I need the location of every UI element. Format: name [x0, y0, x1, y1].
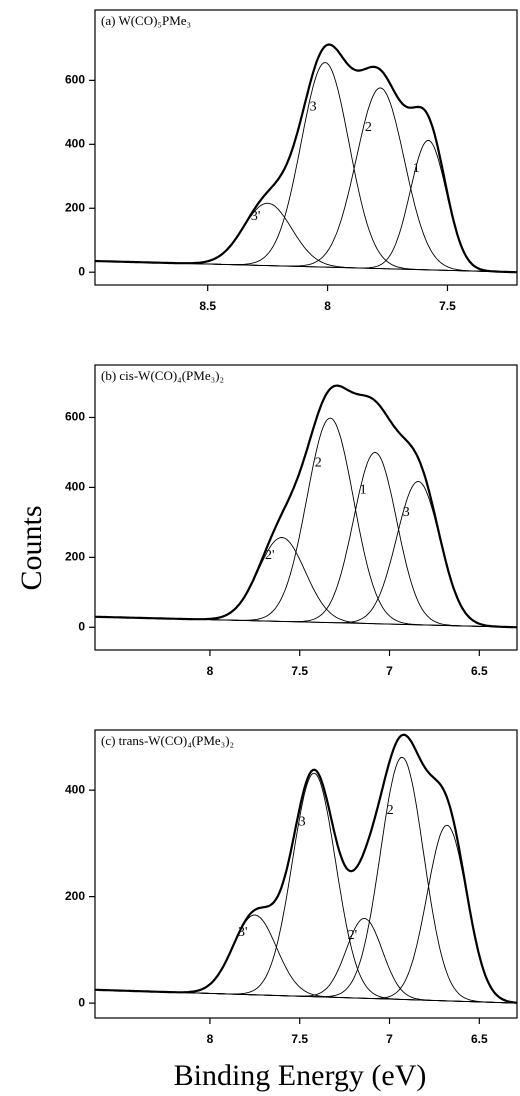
fit-envelope — [95, 733, 517, 1004]
y-tick-label: 200 — [65, 550, 85, 564]
peak-label: 2' — [265, 548, 275, 563]
y-tick-label: 600 — [65, 410, 85, 424]
fit-component — [95, 914, 517, 1004]
fit-component — [95, 537, 517, 628]
y-tick-label: 200 — [65, 889, 85, 903]
panel-title: (b) cis-W(CO)₄(PMe₃)₂ — [101, 368, 224, 383]
plot-frame — [94, 729, 518, 1019]
peak-label: 2' — [348, 928, 358, 943]
panel-title: (a) W(CO)₅PMe₃ — [101, 13, 191, 28]
x-tick-label: 8 — [207, 1032, 214, 1046]
x-tick-label: 8.5 — [199, 299, 216, 313]
panel: (a) W(CO)₅PMe₃ 0 200 400 600 8.5 8 7.5 3' 3 2 1 — [65, 9, 518, 313]
plot-frame — [94, 364, 518, 651]
peak-label: 3' — [238, 925, 248, 940]
peak-label: 2 — [315, 455, 322, 470]
x-tick-label: 6.5 — [471, 1032, 488, 1046]
x-axis-label: Binding Energy (eV) — [174, 1059, 427, 1092]
y-tick-label: 400 — [65, 136, 85, 150]
panel: (c) trans-W(CO)₄(PMe₃)₂ 0 200 400 8 7.5 7 6.5 3'… — [65, 729, 518, 1046]
peak-label: 3 — [310, 100, 317, 115]
x-tick-label: 6.5 — [471, 664, 488, 678]
x-tick-label: 7 — [386, 1032, 393, 1046]
x-tick-label: 7.5 — [291, 1032, 308, 1046]
fit-component — [95, 772, 517, 1004]
peak-label: 1 — [413, 161, 420, 176]
y-tick-label: 600 — [65, 73, 85, 87]
panel: (b) cis-W(CO)₄(PMe₃)₂ 0 200 400 600 8 7.5 7 6.5 2… — [65, 364, 518, 678]
peak-label: 3 — [403, 505, 410, 520]
y-tick-label: 0 — [78, 995, 85, 1009]
panel-title: (c) trans-W(CO)₄(PMe₃)₂ — [101, 733, 234, 748]
fit-component — [95, 824, 517, 1004]
y-tick-label: 0 — [78, 264, 85, 278]
x-tick-label: 8 — [324, 299, 331, 313]
x-tick-label: 8 — [207, 664, 214, 678]
fit-component — [95, 451, 517, 628]
fit-component — [95, 62, 517, 273]
peak-label: 3' — [251, 209, 261, 224]
peak-label: 1 — [360, 482, 367, 497]
fit-component — [95, 140, 517, 273]
peak-label: 3 — [299, 815, 306, 830]
plot-frame — [94, 9, 518, 286]
fit-envelope — [95, 43, 517, 274]
peak-label: 2 — [387, 803, 394, 818]
peak-label: 2 — [365, 120, 372, 135]
x-tick-label: 7.5 — [291, 664, 308, 678]
y-tick-label: 400 — [65, 782, 85, 796]
y-tick-label: 200 — [65, 200, 85, 214]
x-tick-label: 7.5 — [439, 299, 456, 313]
fit-component — [95, 756, 517, 1004]
fit-component — [95, 87, 517, 273]
fit-envelope — [95, 384, 517, 629]
fit-component — [95, 917, 517, 1004]
x-tick-label: 7 — [386, 664, 393, 678]
y-axis-label: Counts — [15, 505, 48, 590]
y-tick-label: 0 — [78, 619, 85, 633]
y-tick-label: 400 — [65, 480, 85, 494]
